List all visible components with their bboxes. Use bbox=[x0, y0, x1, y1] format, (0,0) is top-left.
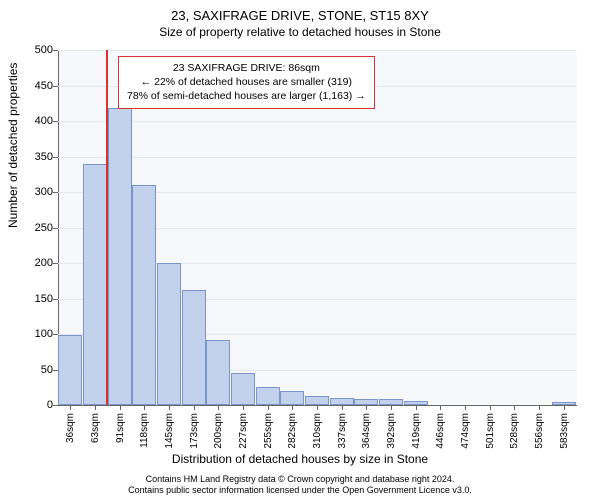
x-tick-label: 392sqm bbox=[386, 413, 397, 449]
bar bbox=[280, 391, 304, 405]
y-tick-mark bbox=[53, 86, 58, 87]
y-tick-label: 200 bbox=[23, 257, 53, 269]
bar bbox=[330, 398, 354, 405]
bar bbox=[182, 290, 206, 405]
x-tick-mark bbox=[490, 405, 491, 410]
x-tick-mark bbox=[70, 405, 71, 410]
x-tick-label: 91sqm bbox=[115, 413, 126, 443]
y-tick-label: 500 bbox=[23, 44, 53, 56]
x-tick-label: 419sqm bbox=[411, 413, 422, 449]
x-tick-mark bbox=[465, 405, 466, 410]
x-tick-label: 474sqm bbox=[460, 413, 471, 449]
bar bbox=[256, 387, 280, 405]
x-tick-label: 310sqm bbox=[312, 413, 323, 449]
bar bbox=[206, 340, 230, 405]
x-tick-label: 501sqm bbox=[485, 413, 496, 449]
x-tick-mark bbox=[292, 405, 293, 410]
x-tick-label: 145sqm bbox=[164, 413, 175, 449]
y-tick-label: 400 bbox=[23, 115, 53, 127]
y-tick-label: 0 bbox=[23, 399, 53, 411]
x-tick-mark bbox=[317, 405, 318, 410]
chart-title: 23, SAXIFRAGE DRIVE, STONE, ST15 8XY bbox=[0, 0, 600, 23]
x-tick-label: 63sqm bbox=[90, 413, 101, 443]
bar bbox=[157, 263, 181, 405]
y-tick-mark bbox=[53, 192, 58, 193]
x-tick-label: 556sqm bbox=[534, 413, 545, 449]
footer-attribution: Contains HM Land Registry data © Crown c… bbox=[0, 474, 600, 497]
y-tick-mark bbox=[53, 299, 58, 300]
y-tick-label: 50 bbox=[23, 364, 53, 376]
footer-line-2: Contains public sector information licen… bbox=[0, 485, 600, 496]
x-tick-label: 528sqm bbox=[509, 413, 520, 449]
y-tick-label: 350 bbox=[23, 151, 53, 163]
y-tick-mark bbox=[53, 228, 58, 229]
x-tick-label: 118sqm bbox=[139, 413, 150, 448]
y-tick-label: 450 bbox=[23, 80, 53, 92]
x-tick-mark bbox=[194, 405, 195, 410]
x-tick-mark bbox=[440, 405, 441, 410]
x-tick-mark bbox=[416, 405, 417, 410]
bar bbox=[305, 396, 329, 405]
gridline bbox=[58, 50, 576, 51]
x-tick-mark bbox=[120, 405, 121, 410]
y-tick-mark bbox=[53, 157, 58, 158]
y-tick-mark bbox=[53, 121, 58, 122]
x-tick-mark bbox=[391, 405, 392, 410]
x-tick-mark bbox=[564, 405, 565, 410]
footer-line-1: Contains HM Land Registry data © Crown c… bbox=[0, 474, 600, 485]
info-line-1: 23 SAXIFRAGE DRIVE: 86sqm bbox=[127, 61, 366, 75]
chart-subtitle: Size of property relative to detached ho… bbox=[0, 23, 600, 39]
gridline bbox=[58, 157, 576, 158]
x-tick-mark bbox=[169, 405, 170, 410]
x-tick-mark bbox=[366, 405, 367, 410]
x-tick-label: 364sqm bbox=[361, 413, 372, 449]
info-box: 23 SAXIFRAGE DRIVE: 86sqm← 22% of detach… bbox=[118, 56, 375, 109]
info-line-2: ← 22% of detached houses are smaller (31… bbox=[127, 75, 366, 89]
property-marker-line bbox=[106, 50, 108, 405]
x-tick-label: 200sqm bbox=[213, 413, 224, 449]
x-tick-label: 227sqm bbox=[238, 413, 249, 449]
x-tick-mark bbox=[514, 405, 515, 410]
x-tick-mark bbox=[218, 405, 219, 410]
info-line-3: 78% of semi-detached houses are larger (… bbox=[127, 89, 366, 103]
x-tick-mark bbox=[539, 405, 540, 410]
bar bbox=[231, 373, 255, 405]
x-tick-label: 255sqm bbox=[263, 413, 274, 449]
x-tick-label: 36sqm bbox=[65, 413, 76, 443]
x-tick-mark bbox=[268, 405, 269, 410]
x-tick-label: 446sqm bbox=[435, 413, 446, 449]
x-tick-label: 337sqm bbox=[337, 413, 348, 449]
plot-area: 36sqm63sqm91sqm118sqm145sqm173sqm200sqm2… bbox=[58, 50, 576, 405]
y-tick-mark bbox=[53, 263, 58, 264]
x-tick-label: 173sqm bbox=[189, 413, 200, 449]
x-tick-mark bbox=[144, 405, 145, 410]
gridline bbox=[58, 121, 576, 122]
y-axis-label: Number of detached properties bbox=[6, 63, 20, 228]
bar bbox=[108, 108, 132, 405]
x-tick-mark bbox=[243, 405, 244, 410]
y-tick-label: 250 bbox=[23, 222, 53, 234]
x-tick-mark bbox=[95, 405, 96, 410]
x-axis-label: Distribution of detached houses by size … bbox=[0, 452, 600, 466]
y-tick-label: 100 bbox=[23, 328, 53, 340]
y-tick-label: 300 bbox=[23, 186, 53, 198]
y-tick-mark bbox=[53, 405, 58, 406]
bar bbox=[132, 185, 156, 405]
x-tick-label: 583sqm bbox=[559, 413, 570, 449]
x-tick-label: 282sqm bbox=[287, 413, 298, 449]
y-tick-label: 150 bbox=[23, 293, 53, 305]
bar bbox=[83, 164, 107, 405]
y-tick-mark bbox=[53, 50, 58, 51]
bar bbox=[58, 335, 82, 405]
x-tick-mark bbox=[342, 405, 343, 410]
